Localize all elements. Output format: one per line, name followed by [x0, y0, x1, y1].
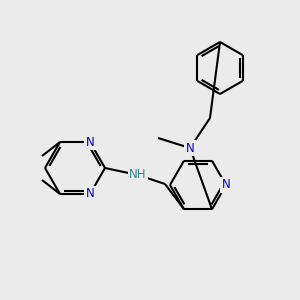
Text: N: N [85, 136, 94, 148]
Text: N: N [85, 188, 94, 200]
Text: NH: NH [129, 169, 147, 182]
Text: N: N [222, 178, 230, 191]
Text: N: N [186, 142, 194, 154]
